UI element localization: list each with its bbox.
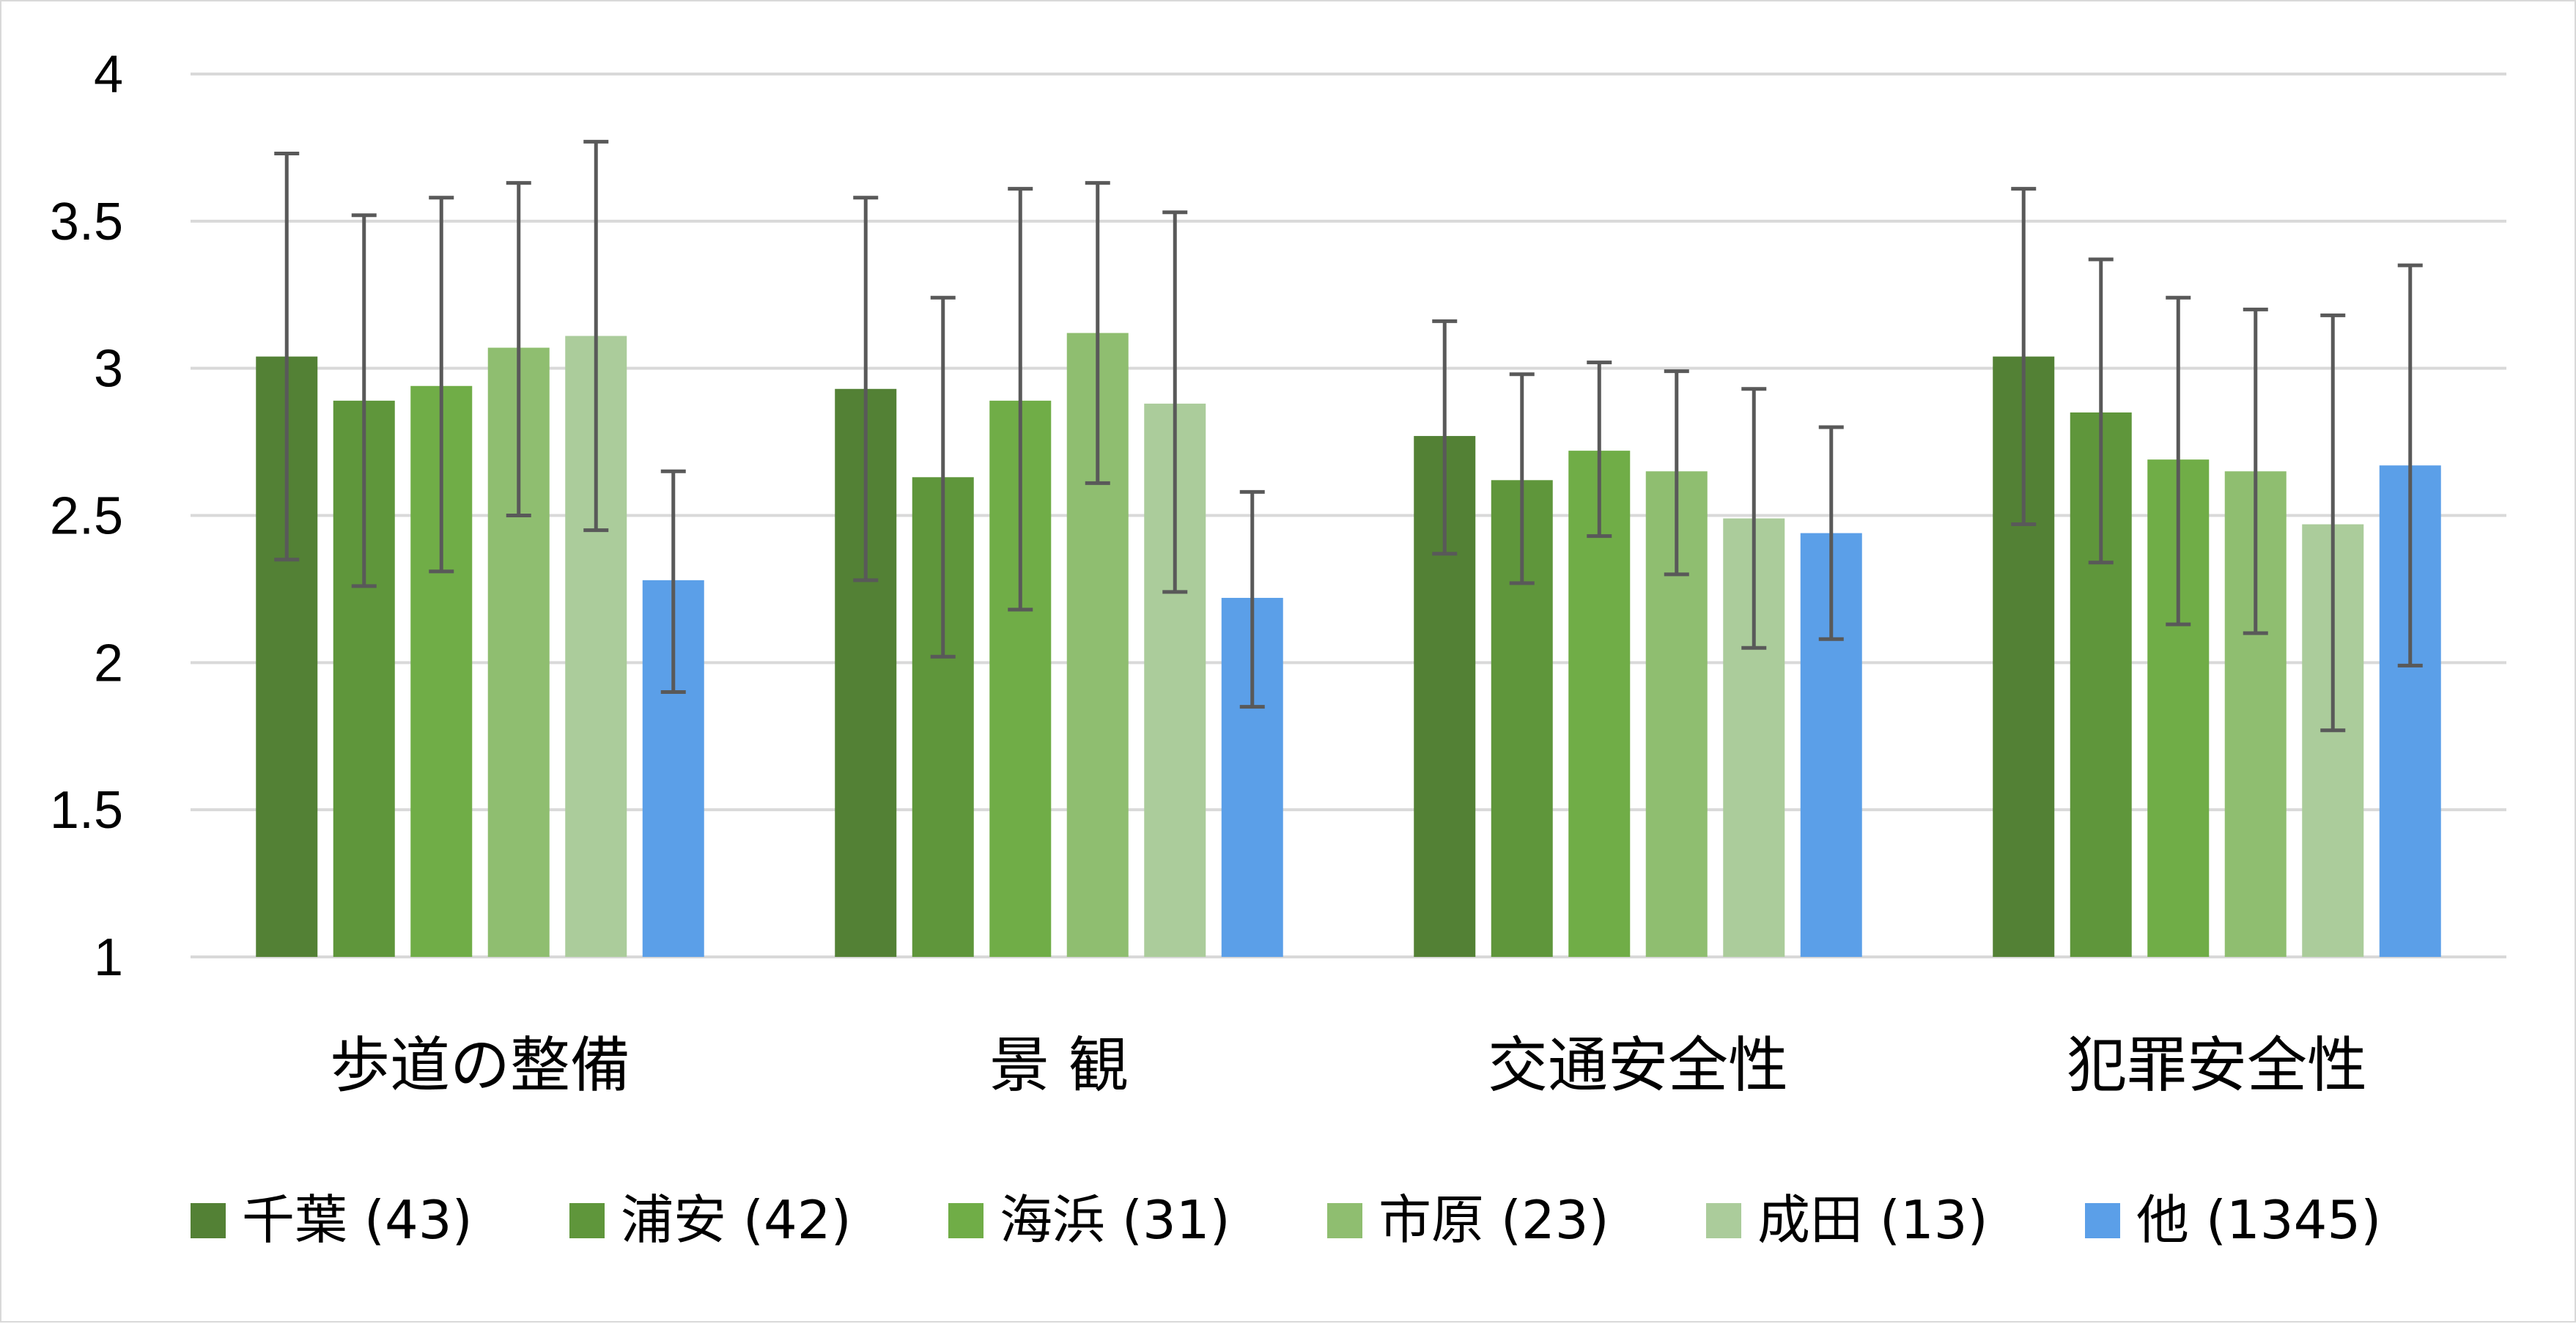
legend-item: 他 (1345) xyxy=(2085,1189,2381,1251)
legend-item: 成田 (13) xyxy=(1706,1189,1988,1251)
legend-label: 他 (1345) xyxy=(2136,1189,2381,1251)
legend-item: 市原 (23) xyxy=(1327,1189,1609,1251)
legend-swatch xyxy=(569,1203,605,1238)
error-bar xyxy=(930,295,956,659)
error-bar xyxy=(2088,257,2114,565)
y-tick-label: 1 xyxy=(94,928,123,987)
y-tick-label: 1.5 xyxy=(50,781,123,840)
category-label: 景 観 xyxy=(989,1031,1129,1101)
legend-label: 千葉 (43) xyxy=(242,1189,473,1251)
legend-swatch xyxy=(948,1203,983,1238)
bars xyxy=(256,333,2441,958)
error-bar xyxy=(429,196,454,574)
error-bar xyxy=(1664,369,1689,577)
error-bar xyxy=(2243,307,2268,635)
legend-swatch xyxy=(191,1203,226,1238)
error-bar xyxy=(2320,313,2346,733)
legend-item: 浦安 (42) xyxy=(569,1189,852,1251)
legend-item: 海浜 (31) xyxy=(948,1189,1230,1251)
error-bar xyxy=(2166,295,2191,626)
error-bar xyxy=(2397,263,2423,667)
y-axis-ticks: 1 1.5 2 2.5 3 3.5 4 xyxy=(50,45,123,987)
error-bar xyxy=(583,139,609,533)
legend-swatch xyxy=(1706,1203,1741,1238)
error-bar xyxy=(1085,181,1110,485)
category-label: 犯罪安全性 xyxy=(2067,1031,2367,1101)
error-bar xyxy=(660,469,686,694)
legend-label: 浦安 (42) xyxy=(621,1189,852,1251)
y-tick-label: 4 xyxy=(94,45,123,104)
error-bar xyxy=(1741,387,1767,650)
error-bar xyxy=(1239,489,1265,709)
legend-swatch xyxy=(2085,1203,2120,1238)
error-bar xyxy=(1818,425,1844,641)
legend-label: 海浜 (31) xyxy=(1000,1189,1230,1251)
error-bar xyxy=(853,196,879,583)
error-bar xyxy=(351,213,377,588)
error-bars xyxy=(274,139,2423,733)
y-tick-label: 2.5 xyxy=(50,487,123,546)
error-bar xyxy=(274,151,300,562)
error-bar xyxy=(1509,372,1535,585)
error-bar xyxy=(2011,187,2037,527)
category-label: 歩道の整備 xyxy=(330,1031,630,1101)
error-bar xyxy=(1008,187,1033,612)
y-tick-label: 2 xyxy=(94,634,123,692)
y-tick-label: 3 xyxy=(94,340,123,399)
error-bar xyxy=(1587,360,1612,539)
legend-label: 成田 (13) xyxy=(1757,1189,1988,1251)
error-bar xyxy=(1162,210,1188,594)
x-axis-categories: 歩道の整備 景 観 交通安全性 犯罪安全性 xyxy=(330,1031,2367,1101)
legend-item: 千葉 (43) xyxy=(191,1189,473,1251)
y-tick-label: 3.5 xyxy=(50,193,123,251)
error-bar xyxy=(506,181,531,517)
legend: 千葉 (43) 浦安 (42) 海浜 (31) 市原 (23) 成田 (13) 他 (13… xyxy=(191,1189,2381,1251)
legend-label: 市原 (23) xyxy=(1379,1189,1609,1251)
legend-swatch xyxy=(1327,1203,1362,1238)
error-bar xyxy=(1432,319,1458,556)
category-label: 交通安全性 xyxy=(1488,1031,1788,1101)
